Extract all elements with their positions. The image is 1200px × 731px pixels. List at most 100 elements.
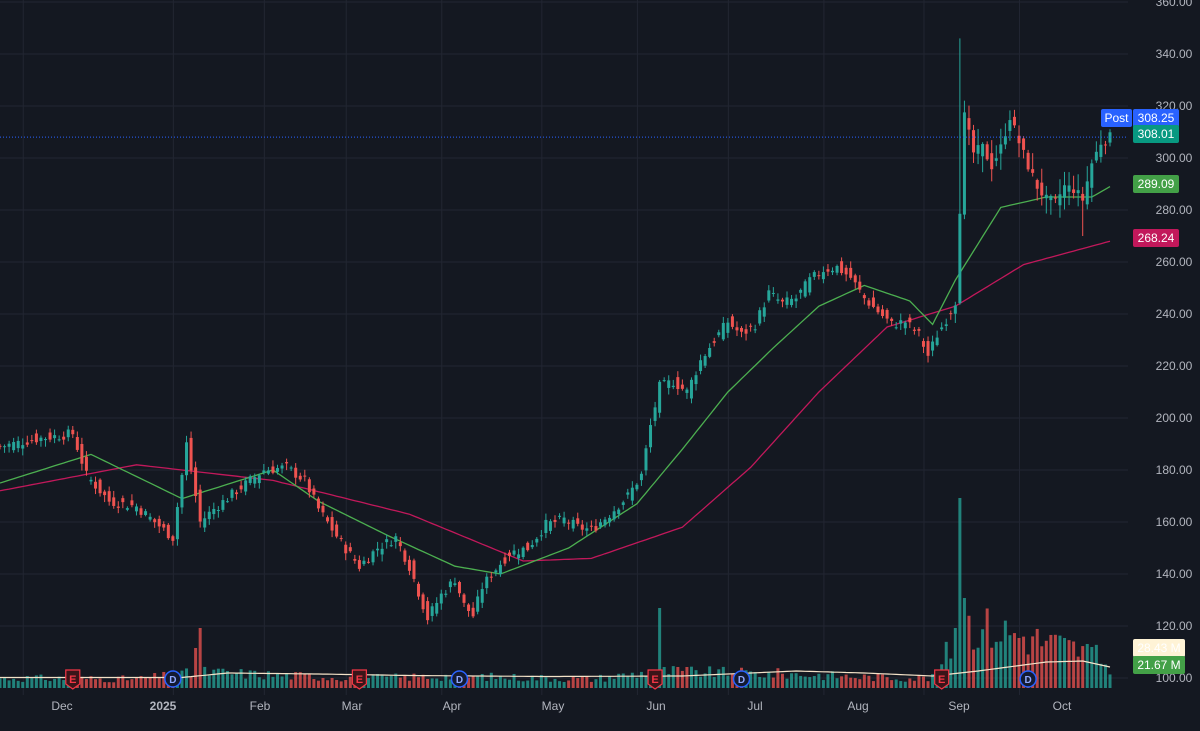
volume-bar <box>812 676 816 688</box>
candle-body <box>699 360 703 371</box>
candle-body <box>562 517 566 524</box>
candle-body <box>248 476 252 483</box>
earnings-marker[interactable]: E <box>647 669 663 690</box>
candle-body <box>717 332 721 336</box>
earnings-marker[interactable]: E <box>65 669 81 690</box>
volume-bar <box>1081 646 1085 688</box>
volume-bar <box>617 673 621 688</box>
time-axis[interactable]: Dec 2025 Feb Mar Apr May Jun Jul Aug Sep Oct <box>0 696 1128 731</box>
candle-body <box>39 437 43 442</box>
time-tick-label: Oct <box>1053 699 1072 713</box>
candle-body <box>749 325 753 327</box>
volume-bar <box>1103 664 1107 688</box>
volume-bar <box>785 678 789 688</box>
volume-bar <box>412 673 416 688</box>
candle-body <box>994 158 998 161</box>
candle-body <box>931 341 935 351</box>
volume-bar <box>680 670 684 688</box>
candle-body <box>21 445 25 449</box>
candle-body <box>735 327 739 331</box>
candle-body <box>430 606 434 616</box>
candle-body <box>421 594 425 610</box>
candle-body <box>1008 120 1012 131</box>
price-tick-label: 220.00 <box>1156 359 1193 373</box>
candle-body <box>953 305 957 314</box>
volume-bar <box>43 679 47 688</box>
dividend-marker[interactable]: D <box>1019 670 1037 688</box>
volume-bar <box>294 672 298 688</box>
volume-bar <box>316 680 320 688</box>
candle-body <box>558 515 562 517</box>
volume-bar <box>485 680 489 688</box>
candle-body <box>1063 185 1067 198</box>
volume-bar <box>758 676 762 688</box>
earnings-marker[interactable]: E <box>351 669 367 690</box>
grid <box>0 0 1128 695</box>
earnings-icon <box>647 669 663 690</box>
candle-body <box>335 524 339 537</box>
ma-short-tag: 289.09 <box>1133 175 1179 193</box>
dividend-marker[interactable]: D <box>164 670 182 688</box>
volume-bar <box>1076 656 1080 688</box>
volume-bar <box>944 641 948 688</box>
candle-body <box>25 442 29 445</box>
candle-body <box>130 500 134 506</box>
volume-bar <box>699 676 703 688</box>
volume-bar <box>39 674 43 688</box>
candle-body <box>171 536 175 541</box>
candle-body <box>330 517 334 531</box>
candle-body <box>903 322 907 329</box>
volume-bar <box>248 670 252 688</box>
volume-bar <box>835 678 839 688</box>
candle-body <box>412 560 416 579</box>
earnings-label: E <box>69 674 76 686</box>
dividend-marker[interactable]: D <box>732 670 751 688</box>
volume-bar <box>976 647 980 688</box>
time-tick-label: Mar <box>342 699 363 713</box>
volume-bar <box>994 641 998 688</box>
volume-avg-tag-bg <box>1133 639 1185 657</box>
candle-body <box>730 316 734 327</box>
candle-body <box>276 468 279 472</box>
volume-bar <box>21 681 25 688</box>
dividend-label: D <box>456 675 463 686</box>
volume-bar <box>3 677 7 688</box>
volume-bar <box>1044 640 1048 688</box>
price-tick-label: 200.00 <box>1156 411 1193 425</box>
candle-body <box>512 550 516 555</box>
candle-body <box>585 528 589 531</box>
volume-bar <box>180 670 184 688</box>
volume-bar <box>512 673 516 688</box>
candle-body <box>567 522 571 524</box>
volume-bar <box>116 676 120 688</box>
post-price-tag-bg <box>1133 109 1179 127</box>
volume-bar <box>139 676 143 688</box>
candle-body <box>1049 195 1053 201</box>
candle-body <box>266 470 270 474</box>
earnings-icon <box>65 669 81 690</box>
volume-bar <box>198 628 202 688</box>
dividend-icon <box>732 670 751 688</box>
candle-body <box>981 143 985 157</box>
event-markers[interactable]: E E E ED D D D <box>65 669 1037 690</box>
candle-body <box>1012 116 1016 126</box>
volume-bar <box>1063 637 1067 688</box>
candle-body <box>617 509 621 515</box>
dividend-marker[interactable]: D <box>450 670 469 688</box>
earnings-marker[interactable]: E <box>934 669 950 690</box>
candle-body <box>471 607 475 617</box>
candle-body <box>553 519 557 522</box>
volume-bar <box>662 667 666 688</box>
post-label-tag-text: Post <box>1104 111 1129 125</box>
ma-short-line <box>0 186 1111 575</box>
volume-bar <box>876 673 880 688</box>
candle-body <box>503 557 507 564</box>
volume-bar <box>535 680 539 688</box>
candle-body <box>16 440 20 449</box>
candle-body <box>125 508 129 510</box>
volume-bar <box>312 679 316 688</box>
candle-body <box>762 307 766 317</box>
volume-bar <box>89 676 93 688</box>
